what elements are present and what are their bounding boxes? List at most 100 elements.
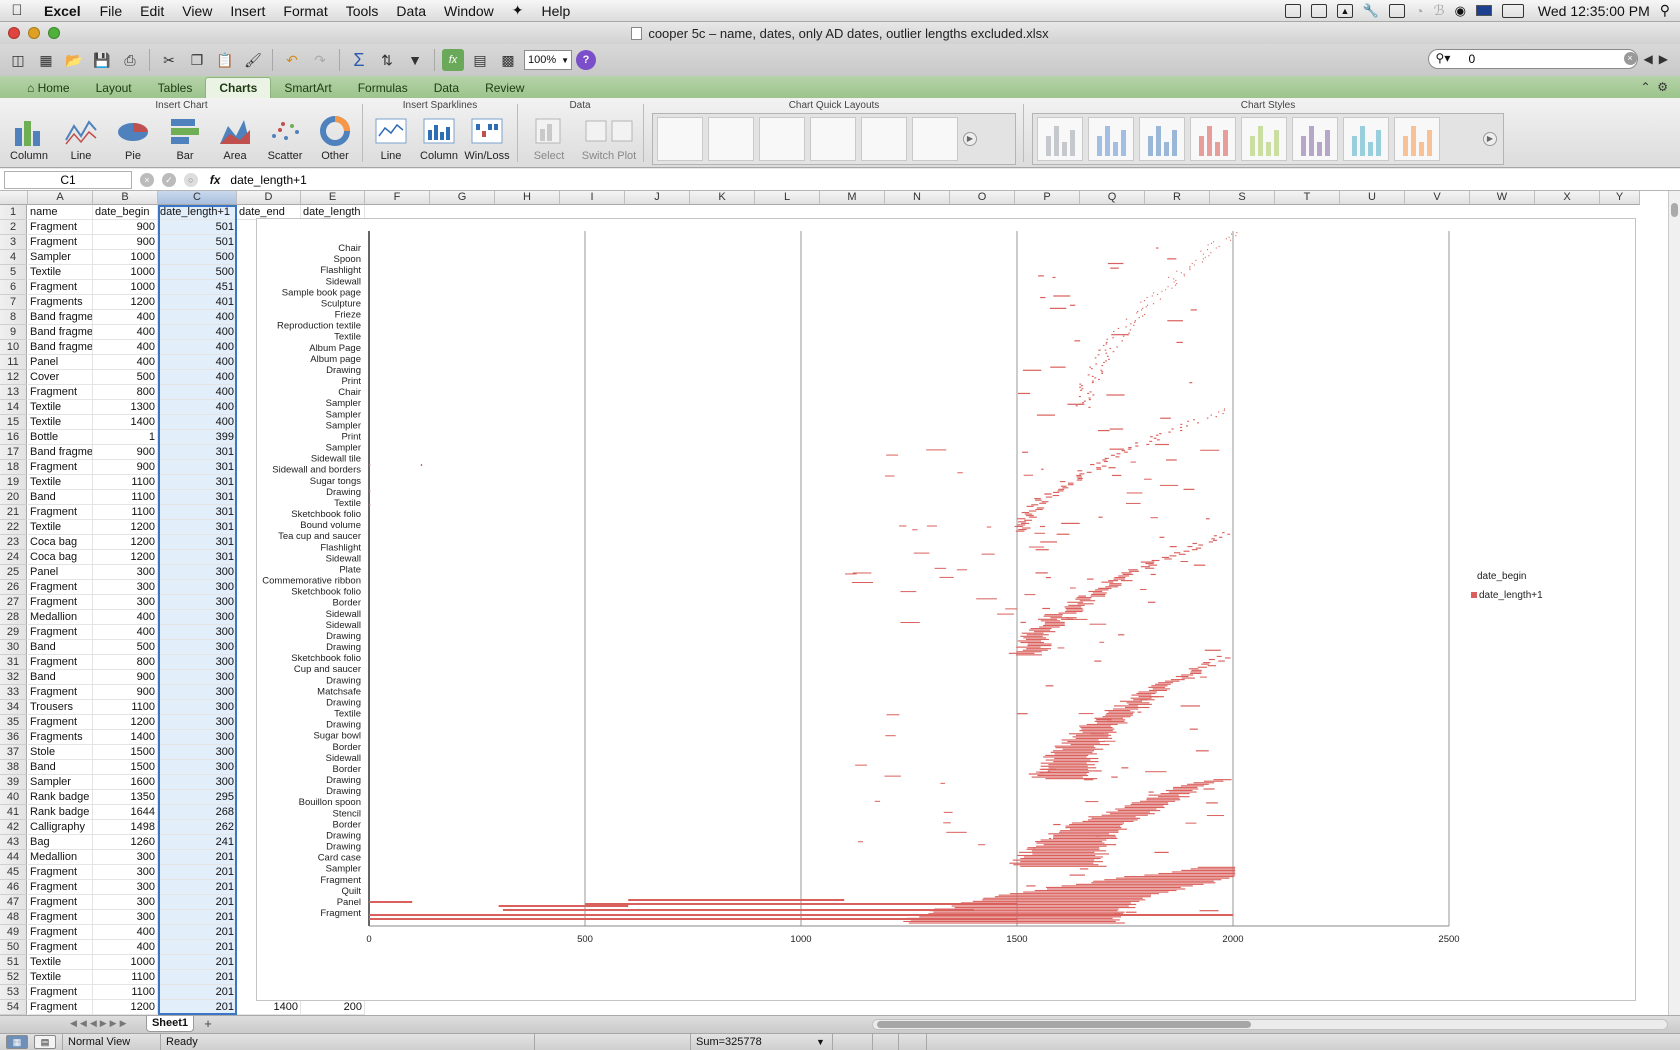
search-icon[interactable]: ⚲▾ xyxy=(1435,51,1451,65)
header-cell[interactable]: date_begin xyxy=(93,205,158,220)
minimize-window-button[interactable] xyxy=(28,27,40,39)
new-document-icon[interactable]: ◫ xyxy=(11,51,25,68)
date-end-cell[interactable]: 1400 xyxy=(237,1000,301,1015)
date-begin-cell[interactable]: 1260 xyxy=(93,835,158,850)
date-begin-cell[interactable]: 1600 xyxy=(93,775,158,790)
copy-icon[interactable]: ❐ xyxy=(190,51,204,68)
quick-layout-thumb[interactable] xyxy=(657,117,703,161)
column-header-y[interactable]: Y xyxy=(1600,191,1640,205)
name-cell[interactable]: Fragment xyxy=(28,910,93,925)
date-begin-cell[interactable]: 300 xyxy=(93,910,158,925)
row-header[interactable]: 51 xyxy=(0,955,27,970)
collapse-ribbon-icon[interactable]: ⌃ xyxy=(1640,80,1651,94)
battery-icon[interactable] xyxy=(1501,3,1524,18)
date-length-plus-one-cell[interactable]: 201 xyxy=(158,880,237,895)
name-cell[interactable]: Band fragme xyxy=(28,445,93,460)
name-cell[interactable]: Fragment xyxy=(28,220,93,235)
date-begin-cell[interactable]: 900 xyxy=(93,670,158,685)
menu-app-name[interactable]: Excel xyxy=(44,2,81,19)
column-header-f[interactable]: F xyxy=(365,191,430,205)
gallery-next-icon[interactable]: ▶ xyxy=(963,132,977,146)
row-header[interactable]: 40 xyxy=(0,790,27,805)
close-window-button[interactable] xyxy=(8,27,20,39)
redo-icon[interactable]: ↷ xyxy=(314,51,326,68)
date-length-plus-one-cell[interactable]: 400 xyxy=(158,355,237,370)
date-length-plus-one-cell[interactable]: 201 xyxy=(158,910,237,925)
date-begin-cell[interactable]: 1400 xyxy=(93,730,158,745)
name-cell[interactable]: Coca bag xyxy=(28,550,93,565)
column-header-h[interactable]: H xyxy=(495,191,560,205)
date-length-plus-one-cell[interactable]: 300 xyxy=(158,685,237,700)
cut-icon[interactable]: ✂ xyxy=(163,51,175,68)
date-length-plus-one-cell[interactable]: 300 xyxy=(158,745,237,760)
row-header[interactable]: 52 xyxy=(0,970,27,985)
date-length-plus-one-cell[interactable]: 201 xyxy=(158,955,237,970)
date-begin-cell[interactable]: 400 xyxy=(93,355,158,370)
column-header-s[interactable]: S xyxy=(1210,191,1275,205)
date-length-plus-one-cell[interactable]: 300 xyxy=(158,760,237,775)
sparkline-winloss-button[interactable]: Win/Loss xyxy=(462,114,512,162)
column-header-r[interactable]: R xyxy=(1145,191,1210,205)
script-menu-icon[interactable]: ✦ xyxy=(511,2,524,18)
name-cell[interactable]: Fragment xyxy=(28,625,93,640)
date-length-plus-one-cell[interactable]: 451 xyxy=(158,280,237,295)
date-begin-cell[interactable]: 1200 xyxy=(93,295,158,310)
row-header[interactable]: 41 xyxy=(0,805,27,820)
area-chart-button[interactable]: Area xyxy=(210,114,260,162)
other-chart-button[interactable]: Other xyxy=(310,114,360,162)
name-cell[interactable]: Textile xyxy=(28,970,93,985)
date-begin-cell[interactable]: 1000 xyxy=(93,265,158,280)
name-cell[interactable]: Fragment xyxy=(28,985,93,1000)
name-cell[interactable]: Fragments xyxy=(28,730,93,745)
row-header[interactable]: 47 xyxy=(0,895,27,910)
name-cell[interactable]: Band xyxy=(28,760,93,775)
column-header-j[interactable]: J xyxy=(625,191,690,205)
date-begin-cell[interactable]: 900 xyxy=(93,220,158,235)
quick-layout-thumb[interactable] xyxy=(912,117,958,161)
menu-edit[interactable]: Edit xyxy=(140,2,165,19)
date-begin-cell[interactable]: 1498 xyxy=(93,820,158,835)
date-begin-cell[interactable]: 400 xyxy=(93,325,158,340)
scatter-chart-button[interactable]: Scatter xyxy=(260,114,310,162)
print-icon[interactable]: ⎙ xyxy=(124,51,136,68)
help-icon[interactable]: ? xyxy=(576,50,596,70)
column-header-i[interactable]: I xyxy=(560,191,625,205)
menu-view[interactable]: View xyxy=(182,2,213,19)
date-length-plus-one-cell[interactable]: 268 xyxy=(158,805,237,820)
date-begin-cell[interactable]: 800 xyxy=(93,385,158,400)
row-header[interactable]: 54 xyxy=(0,1000,27,1015)
clear-search-icon[interactable]: × xyxy=(1623,52,1637,65)
insert-function-icon[interactable]: fx xyxy=(209,172,221,187)
name-cell[interactable]: Medallion xyxy=(28,610,93,625)
name-cell[interactable]: Sampler xyxy=(28,775,93,790)
date-begin-cell[interactable]: 1200 xyxy=(93,520,158,535)
chart-style-thumb[interactable] xyxy=(1241,117,1287,161)
row-header[interactable]: 1 xyxy=(0,205,27,220)
row-header[interactable]: 26 xyxy=(0,580,27,595)
date-length-plus-one-cell[interactable]: 300 xyxy=(158,730,237,745)
date-begin-cell[interactable]: 1500 xyxy=(93,745,158,760)
row-header[interactable]: 4 xyxy=(0,250,27,265)
date-length-plus-one-cell[interactable]: 400 xyxy=(158,400,237,415)
row-header[interactable]: 27 xyxy=(0,595,27,610)
date-begin-cell[interactable]: 1500 xyxy=(93,760,158,775)
row-header[interactable]: 30 xyxy=(0,640,27,655)
row-header[interactable]: 24 xyxy=(0,550,27,565)
menu-help[interactable]: Help xyxy=(541,2,571,19)
name-cell[interactable]: Fragment xyxy=(28,280,93,295)
row-header[interactable]: 45 xyxy=(0,865,27,880)
column-header-m[interactable]: M xyxy=(820,191,885,205)
switch-plot-button[interactable]: Switch Plot xyxy=(576,114,642,162)
column-header-d[interactable]: D xyxy=(237,191,301,205)
page-layout-view-button[interactable]: ▤ xyxy=(34,1035,56,1049)
tab-home[interactable]: ⌂ Home xyxy=(27,81,70,95)
menu-tools[interactable]: Tools xyxy=(345,2,379,19)
add-sheet-button[interactable]: + xyxy=(204,1016,212,1031)
chevron-down-icon[interactable]: ▼ xyxy=(816,1037,825,1047)
date-length-plus-one-cell[interactable]: 301 xyxy=(158,445,237,460)
row-header[interactable]: 44 xyxy=(0,850,27,865)
quick-layout-thumb[interactable] xyxy=(759,117,805,161)
search-input[interactable] xyxy=(1427,49,1638,69)
name-cell[interactable]: Fragment xyxy=(28,895,93,910)
row-header[interactable]: 13 xyxy=(0,385,27,400)
